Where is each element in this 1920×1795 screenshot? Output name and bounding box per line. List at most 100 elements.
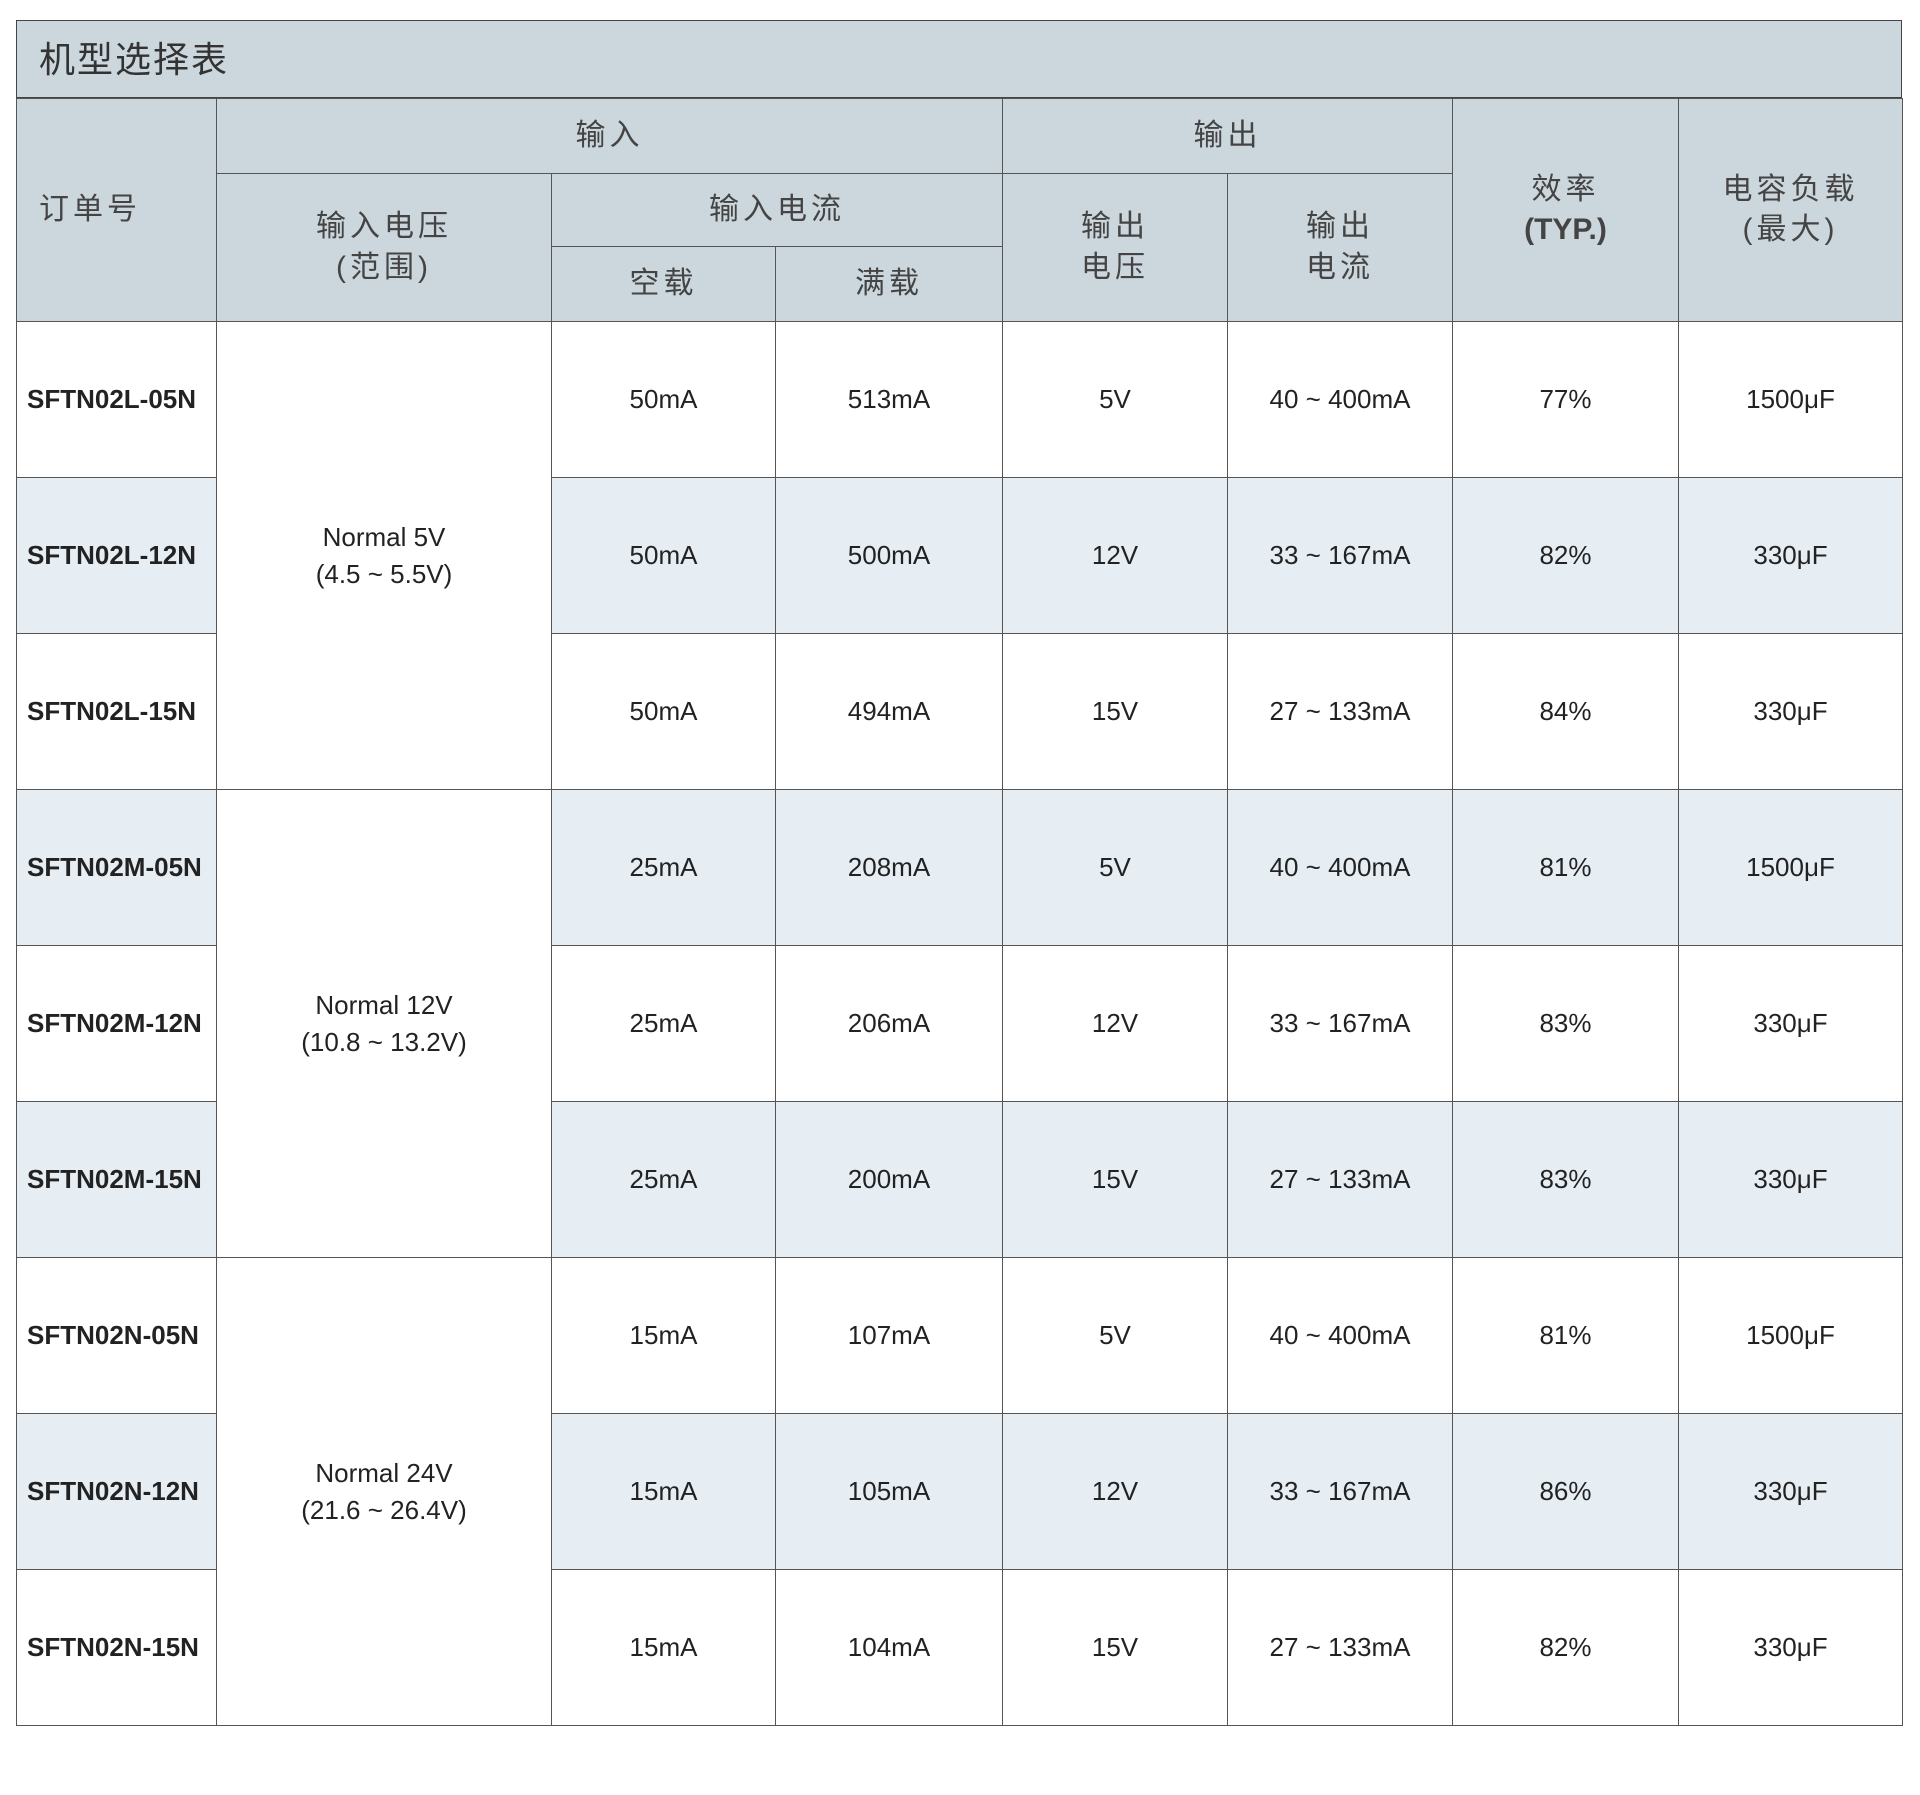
header-output-current-1: 输出 <box>1306 210 1374 243</box>
output-voltage-cell: 12V <box>1002 1413 1228 1570</box>
model-cell: SFTN02M-12N <box>16 945 217 1102</box>
header-cap-load-sub: (最大) <box>1742 213 1839 246</box>
full-load-current-cell: 208mA <box>775 789 1003 946</box>
table-row: SFTN02M-05N Normal 12V (10.8 ~ 13.2V) 25mA 2… <box>16 789 1903 1258</box>
no-load-current-cell: 25mA <box>551 789 776 946</box>
cap-load-cell: 330μF <box>1678 477 1903 634</box>
full-load-current-cell: 500mA <box>775 477 1003 634</box>
no-load-current-cell: 15mA <box>551 1257 776 1414</box>
input-voltage-cell: Normal 24V (21.6 ~ 26.4V) <box>216 1257 552 1726</box>
header-order-no: 订单号 <box>16 98 217 322</box>
output-current-cell: 33 ~ 167mA <box>1227 1413 1453 1570</box>
model-cell: SFTN02N-15N <box>16 1569 217 1726</box>
header-no-load: 空载 <box>551 246 776 322</box>
table-row: SFTN02L-05N Normal 5V (4.5 ~ 5.5V) 50mA 513m… <box>16 321 1903 790</box>
output-current-cell: 33 ~ 167mA <box>1227 945 1453 1102</box>
cap-load-cell: 330μF <box>1678 1569 1903 1726</box>
model-cell: SFTN02L-05N <box>16 321 217 478</box>
full-load-current-cell: 494mA <box>775 633 1003 790</box>
cap-load-cell: 330μF <box>1678 945 1903 1102</box>
header-output-current: 输出 电流 <box>1227 173 1453 322</box>
input-voltage-nominal: Normal 5V <box>322 522 446 553</box>
input-voltage-range: (10.8 ~ 13.2V) <box>301 1026 467 1057</box>
efficiency-cell: 86% <box>1452 1413 1679 1570</box>
no-load-current-cell: 50mA <box>551 321 776 478</box>
header-efficiency-label: 效率 <box>1531 172 1600 206</box>
efficiency-cell: 83% <box>1452 945 1679 1102</box>
efficiency-cell: 84% <box>1452 633 1679 790</box>
model-cell: SFTN02N-12N <box>16 1413 217 1570</box>
header-output: 输出 <box>1002 98 1453 174</box>
header-input-current: 输入电流 <box>551 173 1003 247</box>
efficiency-cell: 77% <box>1452 321 1679 478</box>
input-voltage-range: (21.6 ~ 26.4V) <box>301 1494 467 1525</box>
header-output-voltage-1: 输出 <box>1081 210 1149 243</box>
output-current-cell: 40 ~ 400mA <box>1227 1257 1453 1414</box>
efficiency-cell: 82% <box>1452 1569 1679 1726</box>
output-current-cell: 27 ~ 133mA <box>1227 633 1453 790</box>
spec-table: 订单号 输入 输出 效率 (TYP.) 电容负载 (最大) 输入电压 (范围) … <box>16 98 1903 1726</box>
header-input-voltage: 输入电压 (范围) <box>216 173 552 322</box>
input-voltage-cell: Normal 12V (10.8 ~ 13.2V) <box>216 789 552 1258</box>
table-row: SFTN02M-12N 25mA 206mA 12V 33 ~ 167mA 83% 330μ… <box>16 945 1903 1102</box>
header-efficiency-sub: (TYP.) <box>1524 213 1607 246</box>
model-cell: SFTN02M-05N <box>16 789 217 946</box>
output-current-cell: 40 ~ 400mA <box>1227 789 1453 946</box>
table-row: SFTN02L-12N 50mA 500mA 12V 33 ~ 167mA 82% 330μ… <box>16 477 1903 634</box>
output-voltage-cell: 15V <box>1002 1569 1228 1726</box>
input-voltage-cell: Normal 5V (4.5 ~ 5.5V) <box>216 321 552 790</box>
full-load-current-cell: 105mA <box>775 1413 1003 1570</box>
full-load-current-cell: 107mA <box>775 1257 1003 1414</box>
model-cell: SFTN02N-05N <box>16 1257 217 1414</box>
header-cap-load: 电容负载 (最大) <box>1678 98 1903 322</box>
full-load-current-cell: 200mA <box>775 1101 1003 1258</box>
input-voltage-nominal: Normal 12V <box>315 990 453 1021</box>
output-current-cell: 27 ~ 133mA <box>1227 1569 1453 1726</box>
cap-load-cell: 330μF <box>1678 1413 1903 1570</box>
model-cell: SFTN02L-12N <box>16 477 217 634</box>
no-load-current-cell: 15mA <box>551 1569 776 1726</box>
no-load-current-cell: 25mA <box>551 945 776 1102</box>
header-output-current-2: 电流 <box>1306 250 1374 284</box>
header-full-load: 满载 <box>775 246 1003 322</box>
output-voltage-cell: 12V <box>1002 477 1228 634</box>
efficiency-cell: 83% <box>1452 1101 1679 1258</box>
header-input-voltage-sub: (范围) <box>336 250 432 284</box>
efficiency-cell: 81% <box>1452 789 1679 946</box>
input-voltage-nominal: Normal 24V <box>315 1458 453 1489</box>
efficiency-cell: 81% <box>1452 1257 1679 1414</box>
table-title: 机型选择表 <box>16 20 1902 98</box>
model-selection-table: 机型选择表 订单号 输入 输出 效率 (TYP.) 电容负载 (最大) <box>16 20 1903 1726</box>
no-load-current-cell: 50mA <box>551 633 776 790</box>
cap-load-cell: 1500μF <box>1678 1257 1903 1414</box>
full-load-current-cell: 513mA <box>775 321 1003 478</box>
header-efficiency: 效率 (TYP.) <box>1452 98 1679 322</box>
header-output-voltage: 输出 电压 <box>1002 173 1228 322</box>
output-current-cell: 33 ~ 167mA <box>1227 477 1453 634</box>
output-voltage-cell: 5V <box>1002 321 1228 478</box>
output-voltage-cell: 5V <box>1002 789 1228 946</box>
cap-load-cell: 330μF <box>1678 633 1903 790</box>
model-cell: SFTN02L-15N <box>16 633 217 790</box>
full-load-current-cell: 206mA <box>775 945 1003 1102</box>
header-input: 输入 <box>216 98 1003 174</box>
output-current-cell: 40 ~ 400mA <box>1227 321 1453 478</box>
table-row: SFTN02N-05N Normal 24V (21.6 ~ 26.4V) 15mA 1… <box>16 1257 1903 1726</box>
table-row: SFTN02L-15N 50mA 494mA 15V 27 ~ 133mA 84% 330μ… <box>16 633 1903 790</box>
header-output-voltage-2: 电压 <box>1081 250 1149 284</box>
input-voltage-range: (4.5 ~ 5.5V) <box>315 558 453 589</box>
model-cell: SFTN02M-15N <box>16 1101 217 1258</box>
output-voltage-cell: 15V <box>1002 1101 1228 1258</box>
output-voltage-cell: 15V <box>1002 633 1228 790</box>
header-input-voltage-label: 输入电压 <box>316 210 452 243</box>
full-load-current-cell: 104mA <box>775 1569 1003 1726</box>
output-current-cell: 27 ~ 133mA <box>1227 1101 1453 1258</box>
cap-load-cell: 330μF <box>1678 1101 1903 1258</box>
header-cap-load-label: 电容负载 <box>1722 172 1859 206</box>
no-load-current-cell: 50mA <box>551 477 776 634</box>
no-load-current-cell: 15mA <box>551 1413 776 1570</box>
output-voltage-cell: 12V <box>1002 945 1228 1102</box>
output-voltage-cell: 5V <box>1002 1257 1228 1414</box>
table-row: SFTN02N-15N 15mA 104mA 15V 27 ~ 133mA 82% 330μ… <box>16 1569 1903 1726</box>
no-load-current-cell: 25mA <box>551 1101 776 1258</box>
